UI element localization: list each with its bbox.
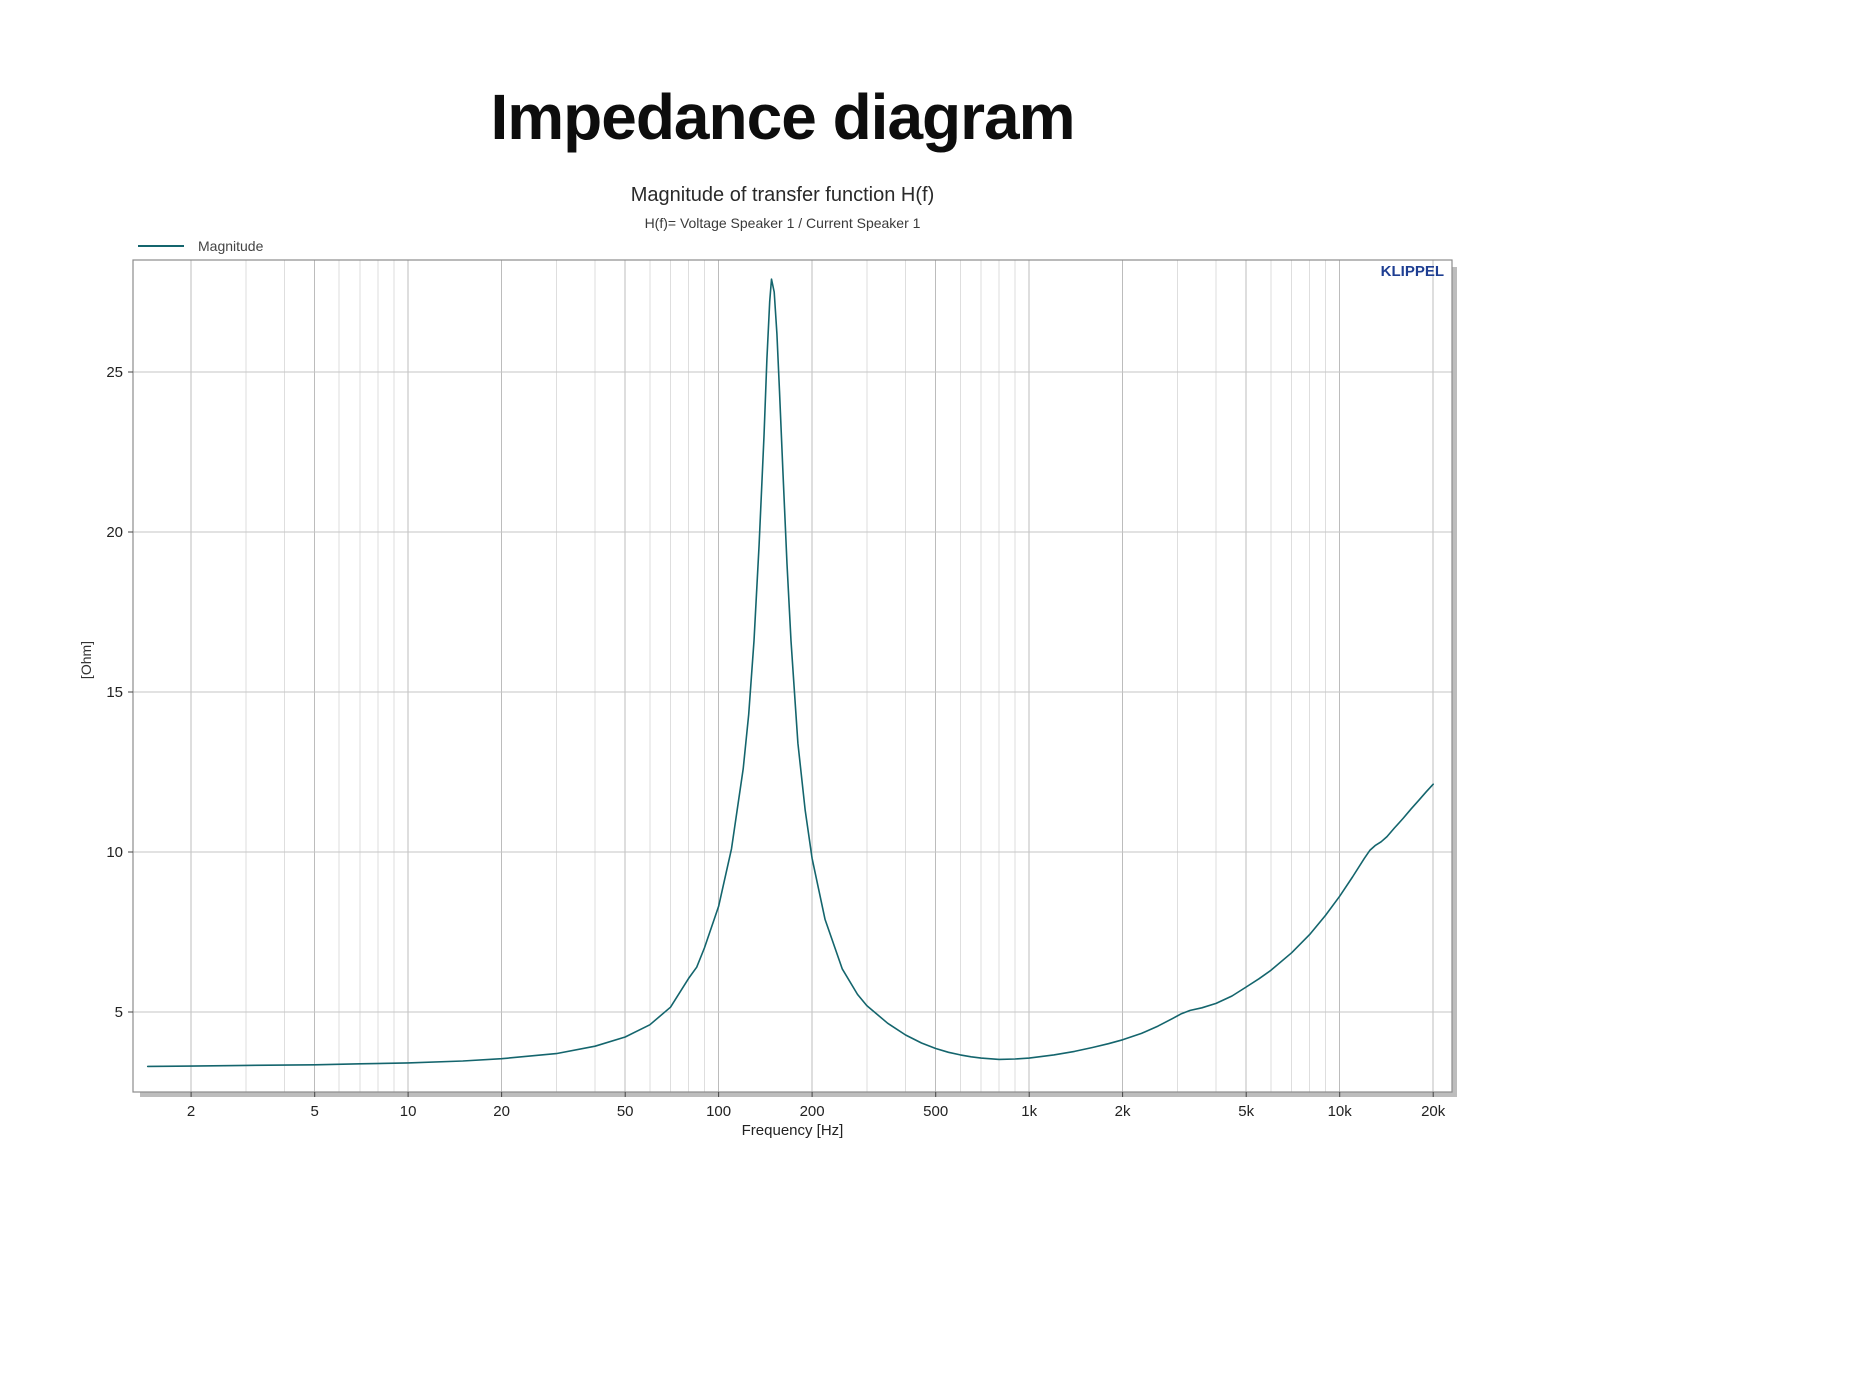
x-tick-label: 5 xyxy=(311,1103,319,1120)
x-tick-label: 20k xyxy=(1421,1103,1446,1120)
x-tick-label: 100 xyxy=(706,1103,731,1120)
plot-border xyxy=(132,259,1453,1093)
y-tick-label: 5 xyxy=(115,1004,123,1021)
x-tick-label: 20 xyxy=(493,1103,510,1120)
legend-line-swatch xyxy=(138,245,184,247)
magnitude-curve xyxy=(146,278,1434,1068)
y-tick-label: 25 xyxy=(106,364,123,381)
x-tick-label: 50 xyxy=(617,1103,634,1120)
x-tick-label: 200 xyxy=(800,1103,825,1120)
x-tick-label: 10k xyxy=(1328,1103,1353,1120)
legend-label: Magnitude xyxy=(198,238,264,254)
y-tick-label: 10 xyxy=(106,844,123,861)
x-tick-label: 1k xyxy=(1021,1103,1037,1120)
x-tick-label: 500 xyxy=(923,1103,948,1120)
y-tick-label: 15 xyxy=(106,684,123,701)
klippel-logo: KLIPPEL xyxy=(1380,263,1444,280)
legend: Magnitude xyxy=(138,238,263,254)
x-tick-label: 2 xyxy=(187,1103,195,1120)
x-tick-label: 2k xyxy=(1115,1103,1131,1120)
y-axis-title: [Ohm] xyxy=(78,640,94,680)
chart-title: Magnitude of transfer function H(f) xyxy=(630,184,935,206)
y-tick-label: 20 xyxy=(106,524,123,541)
chart-subtitle: H(f)= Voltage Speaker 1 / Current Speake… xyxy=(644,215,921,231)
page-title: Impedance diagram xyxy=(490,81,1075,153)
x-axis-title: Frequency [Hz] xyxy=(741,1122,844,1139)
plot-background xyxy=(133,260,1452,1092)
x-tick-label: 5k xyxy=(1238,1103,1254,1120)
x-tick-label: 10 xyxy=(400,1103,417,1120)
